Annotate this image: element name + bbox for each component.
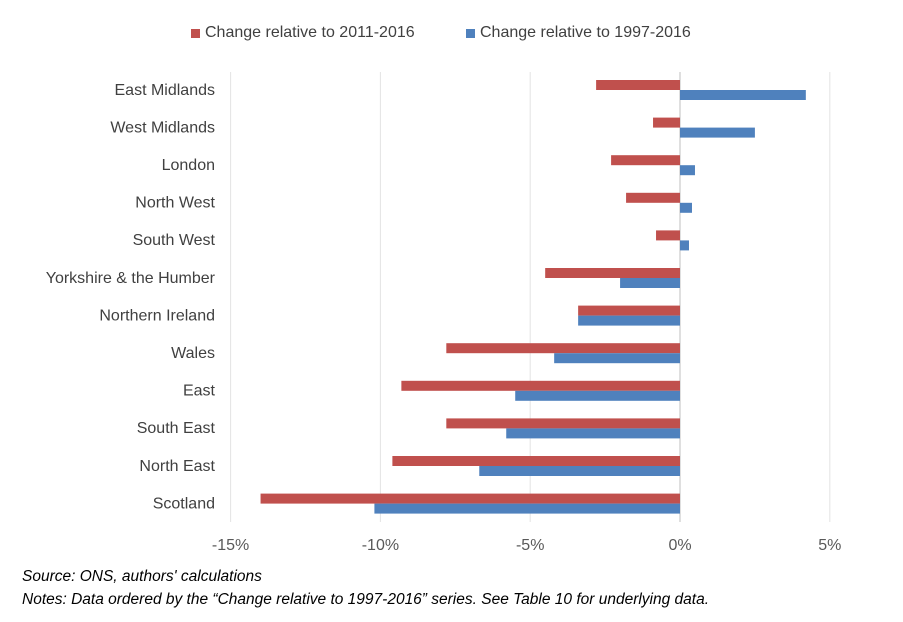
x-tick-label: 0% (668, 537, 691, 554)
bar-2011-2016 (578, 305, 680, 316)
category-label: Wales (171, 345, 215, 362)
bar-1997-2016 (620, 278, 680, 288)
bar-2011-2016 (260, 493, 680, 504)
legend-swatch-red (191, 28, 200, 38)
bar-1997-2016 (680, 202, 692, 213)
bar-2011-2016 (392, 456, 680, 466)
bar-1997-2016 (479, 466, 680, 476)
category-label: South West (133, 232, 216, 249)
bar-1997-2016 (680, 127, 755, 138)
legend-label-2011-2016: Change relative to 2011-2016 (205, 24, 415, 41)
bar-1997-2016 (515, 390, 680, 401)
bar-2011-2016 (653, 117, 680, 128)
x-tick-label: -5% (516, 537, 544, 554)
chart-legend: Change relative to 2011-2016 Change rela… (0, 24, 903, 46)
category-label: Northern Ireland (99, 307, 215, 324)
notes-text: Notes: Data ordered by the “Change relat… (22, 591, 710, 608)
legend-item-1997-2016: Change relative to 1997-2016 (466, 24, 691, 42)
bar-2011-2016 (446, 343, 680, 354)
bar-1997-2016 (506, 428, 680, 439)
bar-2011-2016 (545, 268, 680, 278)
bar-1997-2016 (680, 240, 689, 251)
category-label: Yorkshire & the Humber (46, 270, 216, 287)
legend-swatch-blue (466, 28, 475, 38)
bar-2011-2016 (626, 192, 680, 203)
bar-1997-2016 (374, 503, 680, 514)
bar-2011-2016 (656, 230, 680, 241)
bar-1997-2016 (680, 90, 806, 100)
bar-chart: -15% -10% -5% 0% 5% East Midlands West Midland… (46, 72, 841, 554)
category-label: Scotland (153, 495, 215, 512)
category-label: London (162, 157, 215, 174)
legend-item-2011-2016: Change relative to 2011-2016 (191, 24, 415, 42)
category-label: North East (139, 458, 215, 475)
bar-2011-2016 (401, 380, 680, 391)
x-tick-label: 5% (818, 537, 841, 554)
bar-1997-2016 (554, 353, 680, 364)
bar-1997-2016 (578, 315, 680, 326)
category-label: East (183, 383, 216, 400)
category-label: South East (137, 420, 216, 437)
source-note: Source: ONS, authors' calculations (22, 568, 262, 585)
bar-2011-2016 (611, 155, 680, 166)
category-label: West Midlands (110, 119, 215, 136)
bar-2011-2016 (446, 418, 680, 429)
category-label: North West (135, 195, 215, 212)
category-label: East Midlands (115, 82, 216, 99)
bar-2011-2016 (596, 80, 680, 90)
x-tick-label: -10% (362, 537, 399, 554)
bar-1997-2016 (680, 165, 695, 176)
x-tick-label: -15% (212, 537, 249, 554)
legend-label-1997-2016: Change relative to 1997-2016 (480, 24, 691, 41)
